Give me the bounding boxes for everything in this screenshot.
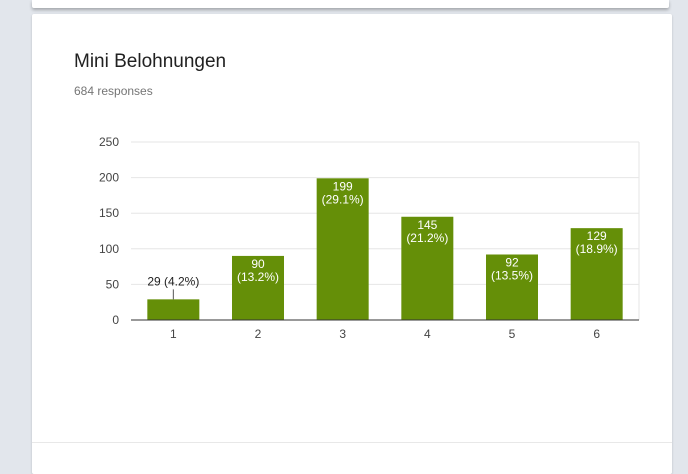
bar	[316, 178, 369, 320]
response-count: 684 responses	[74, 84, 153, 98]
bar	[486, 254, 538, 320]
x-tick-label: 2	[255, 327, 262, 341]
bar-value-label: 129	[587, 229, 607, 243]
x-tick-label: 4	[424, 327, 431, 341]
y-tick-label: 200	[99, 171, 119, 185]
question-title: Mini Belohnungen	[74, 51, 227, 72]
bar-value-label: 29 (4.2%)	[147, 274, 199, 288]
x-tick-label: 5	[509, 327, 516, 341]
bar-percent-label: (21.2%)	[406, 231, 448, 245]
bar-value-label: 145	[417, 218, 437, 232]
bar-percent-label: (13.5%)	[491, 268, 533, 282]
bar	[401, 216, 454, 320]
y-tick-label: 50	[106, 277, 120, 291]
bar-value-label: 90	[251, 257, 265, 271]
x-tick-label: 1	[170, 327, 177, 341]
y-tick-label: 150	[99, 206, 119, 220]
bar	[232, 255, 284, 320]
x-tick-label: 3	[339, 327, 346, 341]
bar	[147, 299, 200, 320]
bar-percent-label: (13.2%)	[237, 270, 279, 284]
y-tick-label: 250	[99, 135, 119, 149]
bar-value-label: 92	[505, 255, 519, 269]
bar-percent-label: (18.9%)	[576, 242, 618, 256]
bar	[570, 228, 623, 320]
bar-percent-label: (29.1%)	[322, 192, 364, 206]
y-tick-label: 0	[112, 313, 119, 327]
x-tick-label: 6	[593, 327, 600, 341]
y-tick-label: 100	[99, 242, 119, 256]
previous-card	[32, 0, 669, 8]
card-divider	[32, 442, 672, 443]
bar-value-label: 199	[333, 179, 353, 193]
